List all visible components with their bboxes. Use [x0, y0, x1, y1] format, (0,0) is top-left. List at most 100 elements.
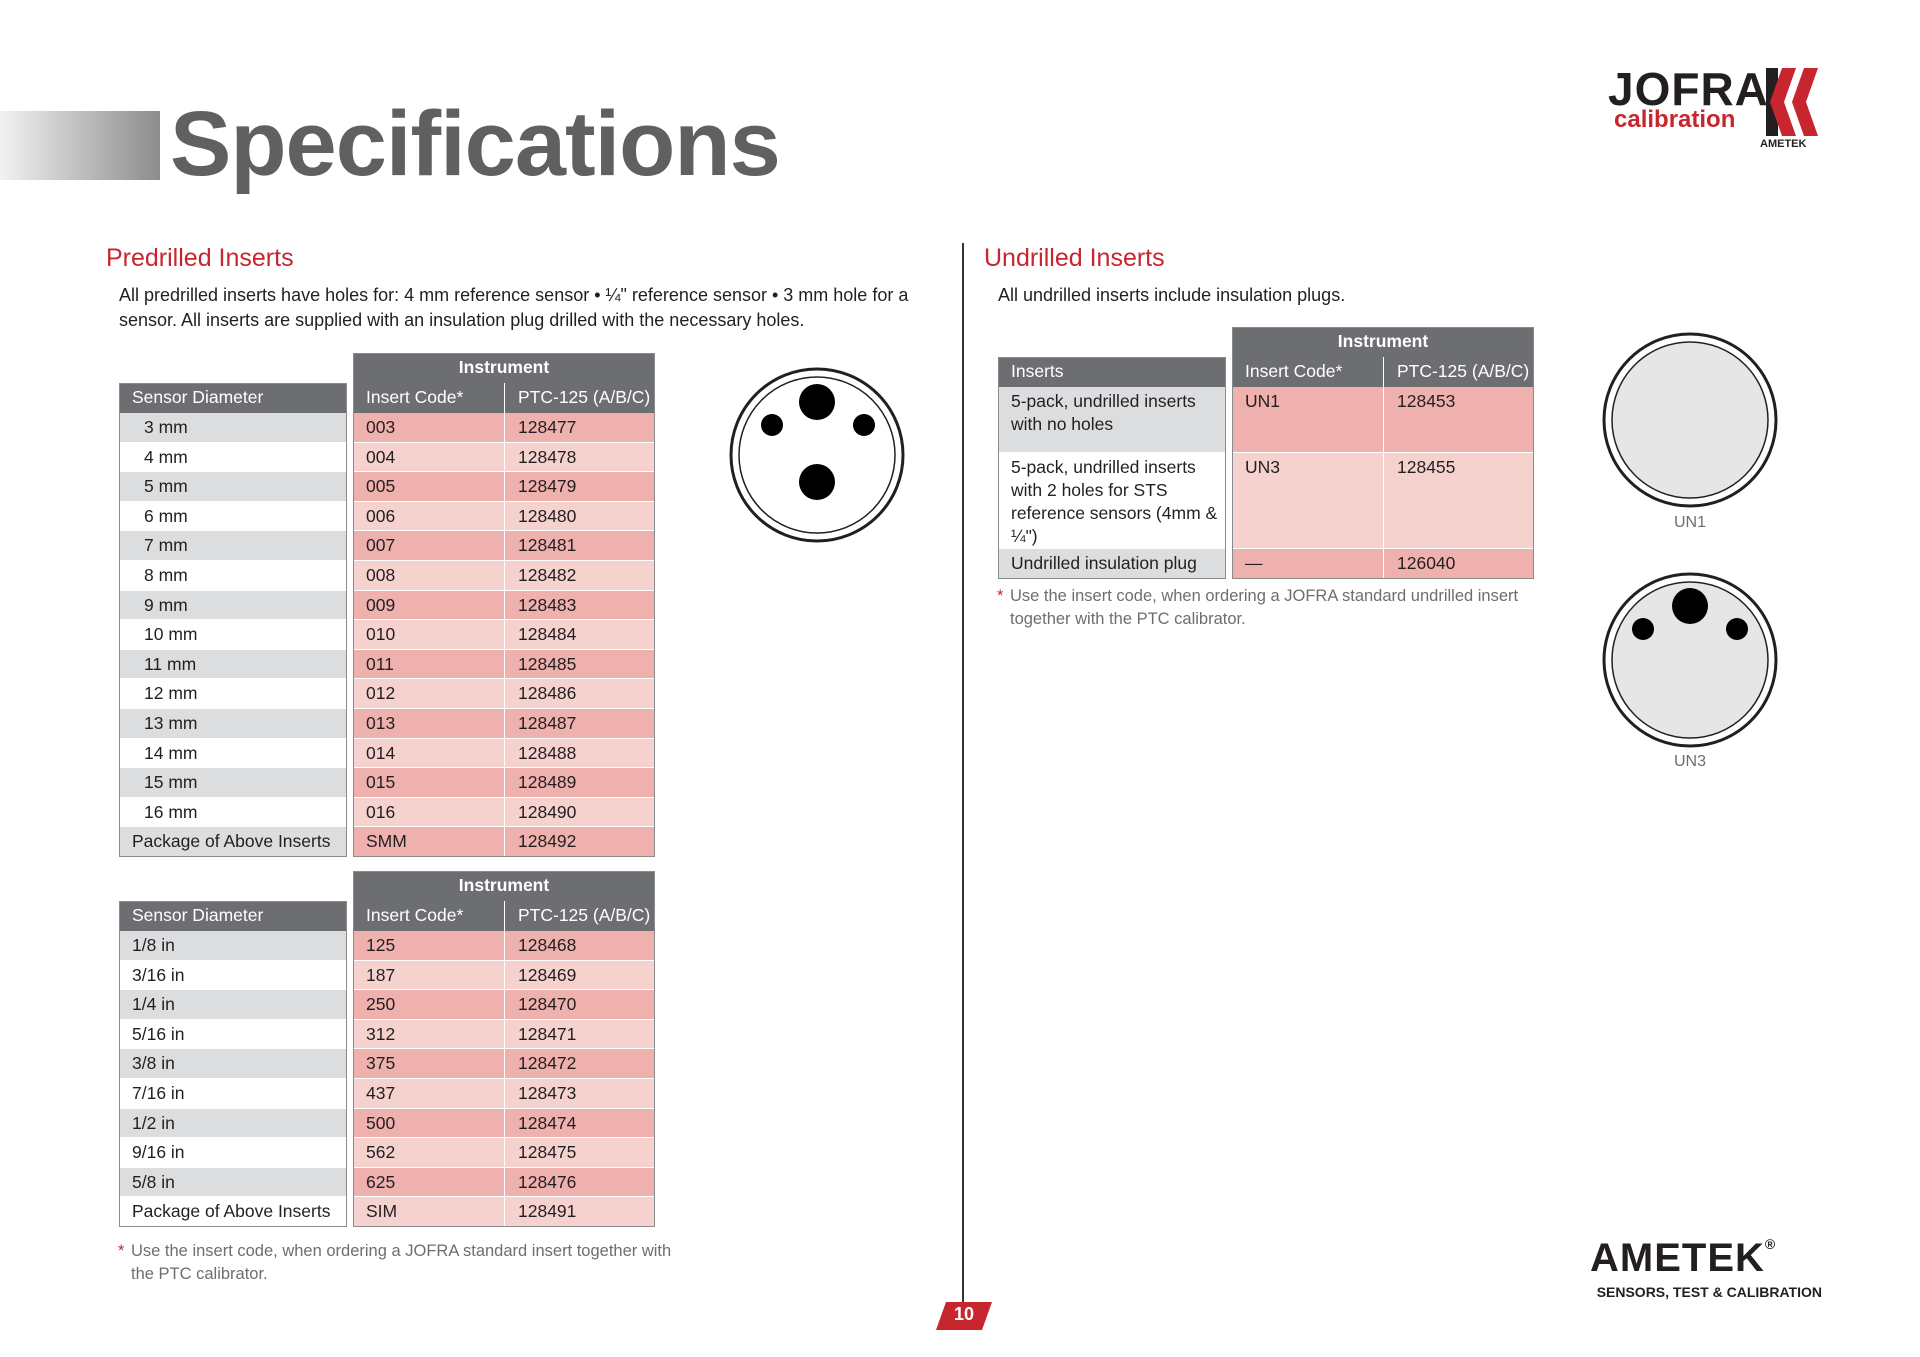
title-bar: [0, 111, 160, 180]
row-label: 5 mm: [119, 472, 347, 502]
row-label: 4 mm: [119, 442, 347, 473]
section-heading: Undrilled Inserts: [984, 244, 1165, 272]
row-label: 3 mm: [119, 413, 347, 443]
row-label: 14 mm: [119, 738, 347, 769]
row-label: 1/8 in: [119, 931, 347, 961]
table-cell: 562: [353, 1138, 504, 1168]
column-header: PTC-125 (A/B/C): [504, 901, 655, 931]
footer-tagline: SENSORS, TEST & CALIBRATION: [1596, 1284, 1822, 1300]
table-cell: 008: [353, 561, 504, 591]
image-label: UN1: [1673, 514, 1706, 531]
divider: [962, 243, 964, 1303]
table-cell: 187: [353, 960, 504, 991]
table-cell: 015: [353, 768, 504, 798]
footnote-mark: *: [118, 1242, 125, 1260]
footnote-text: Use the insert code, when ordering a JOF…: [131, 1242, 672, 1283]
footer-brand: AMETEK®: [1590, 1236, 1776, 1281]
table-cell: 128468: [504, 931, 655, 961]
table-cell: 003: [353, 413, 504, 443]
table-cell: 012: [353, 679, 504, 709]
table-cell: 128470: [504, 990, 655, 1020]
table-cell: 011: [353, 649, 504, 680]
logo-mark: [1766, 68, 1818, 136]
image-label: UN3: [1673, 753, 1706, 770]
table-cell: 128469: [504, 960, 655, 991]
table-cell: 128488: [504, 738, 655, 769]
table-cell: 437: [353, 1079, 504, 1109]
page-number: 10: [953, 1304, 975, 1324]
logo: JOFRA calibration AMETEK: [1608, 62, 1828, 154]
row-label: 8 mm: [119, 561, 347, 591]
table-cell: UN1: [1232, 387, 1383, 453]
column-header: Sensor Diameter: [119, 383, 347, 413]
row-label: 5/8 in: [119, 1167, 347, 1198]
table-cell: 625: [353, 1167, 504, 1198]
row-label: 9/16 in: [119, 1138, 347, 1168]
column-header: Inserts: [998, 357, 1226, 387]
insert-image-un1: [1602, 332, 1778, 508]
footer-brand-name: AMETEK: [1590, 1236, 1765, 1280]
page-title: Specifications: [170, 93, 781, 195]
table-frame: [353, 353, 655, 857]
table-cell: 128478: [504, 442, 655, 473]
table-cell: 128453: [1383, 387, 1534, 453]
table-cell: 014: [353, 738, 504, 769]
row-label: 5-pack, undrilled inserts with 2 holes f…: [998, 453, 1226, 549]
group-header: Instrument: [1232, 327, 1534, 357]
section-heading: Predrilled Inserts: [106, 244, 294, 272]
table-cell: 006: [353, 501, 504, 532]
table-frame: [998, 357, 1226, 579]
footnote: * Use the insert code, when ordering a JO…: [997, 585, 1570, 631]
group-header: Instrument: [353, 871, 655, 901]
table-cell: 128472: [504, 1049, 655, 1079]
row-label: 3/16 in: [119, 960, 347, 991]
table-cell: 128455: [1383, 453, 1534, 549]
row-label: 13 mm: [119, 709, 347, 739]
row-label: 9 mm: [119, 590, 347, 621]
table-cell: 250: [353, 990, 504, 1020]
footnote-mark: *: [997, 587, 1004, 605]
table-cell: 125: [353, 931, 504, 961]
table-cell: 128473: [504, 1079, 655, 1109]
table-cell: 375: [353, 1049, 504, 1079]
table-cell: —: [1232, 549, 1383, 579]
section-description: All predrilled inserts have holes for: 4…: [119, 285, 909, 330]
table-cell: 128480: [504, 501, 655, 532]
insert-image-un3: [1602, 572, 1778, 748]
group-header: Instrument: [353, 353, 655, 383]
table-cell: 128484: [504, 620, 655, 650]
row-label: 7/16 in: [119, 1079, 347, 1109]
table-cell: 128476: [504, 1167, 655, 1198]
table-frame: [353, 871, 655, 1227]
row-label: Undrilled insulation plug: [998, 549, 1226, 579]
table-cell: 128486: [504, 679, 655, 709]
column-header: Insert Code*: [1232, 357, 1383, 387]
table-cell: 004: [353, 442, 504, 473]
table-cell: 128479: [504, 472, 655, 502]
table-cell: 128471: [504, 1019, 655, 1050]
row-label: 3/8 in: [119, 1049, 347, 1079]
row-label: 6 mm: [119, 501, 347, 532]
table-frame: [119, 383, 347, 857]
column-header: Insert Code*: [353, 901, 504, 931]
insert-diagram: [729, 367, 905, 543]
footnote-text: Use the insert code, when ordering a JOF…: [1010, 587, 1519, 628]
footnote: * Use the insert code, when ordering a JO…: [118, 1240, 691, 1286]
row-label: 5-pack, undrilled inserts with no holes: [998, 387, 1226, 453]
logo-sub: calibration: [1614, 106, 1736, 133]
row-label: 11 mm: [119, 649, 347, 680]
table-cell: 500: [353, 1108, 504, 1139]
table-cell: 009: [353, 590, 504, 621]
table-cell: 128485: [504, 649, 655, 680]
table-cell: 010: [353, 620, 504, 650]
table-cell: 007: [353, 531, 504, 561]
row-label: 1/4 in: [119, 990, 347, 1020]
row-label: 10 mm: [119, 620, 347, 650]
table-cell: SMM: [353, 827, 504, 857]
table-cell: 128477: [504, 413, 655, 443]
row-label: 12 mm: [119, 679, 347, 709]
logo-brand: JOFRA: [1608, 63, 1769, 115]
section-description: All undrilled inserts include insulation…: [998, 285, 1346, 305]
table-frame: [119, 901, 347, 1227]
table-cell: 128475: [504, 1138, 655, 1168]
